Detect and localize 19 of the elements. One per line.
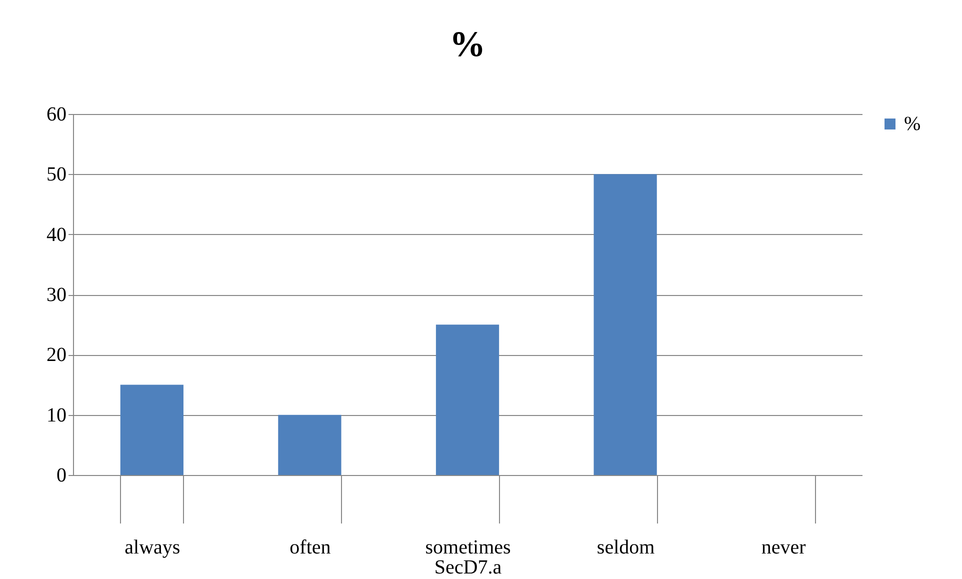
- x-tick-label: always: [124, 536, 180, 558]
- x-axis-title: SecD7.a: [434, 556, 502, 578]
- bar: [278, 414, 342, 475]
- y-tick-label: 40: [46, 224, 66, 246]
- bar: [594, 174, 657, 475]
- x-tick-label: seldom: [596, 536, 656, 558]
- y-tick-label: 20: [46, 344, 66, 366]
- y-tick-label: 10: [46, 404, 66, 426]
- chart-title: %: [450, 24, 486, 64]
- y-tick-label: 30: [46, 284, 66, 306]
- bar: [120, 384, 184, 475]
- bar: [436, 324, 500, 475]
- x-tick-label: never: [761, 536, 806, 558]
- y-tick-label: 50: [46, 164, 66, 186]
- legend-label: %: [904, 113, 921, 135]
- y-tick-label: 60: [46, 104, 66, 126]
- y-tick-label: 0: [56, 464, 66, 486]
- x-tick-label: sometimes: [425, 536, 511, 558]
- x-tick-label: often: [290, 536, 331, 558]
